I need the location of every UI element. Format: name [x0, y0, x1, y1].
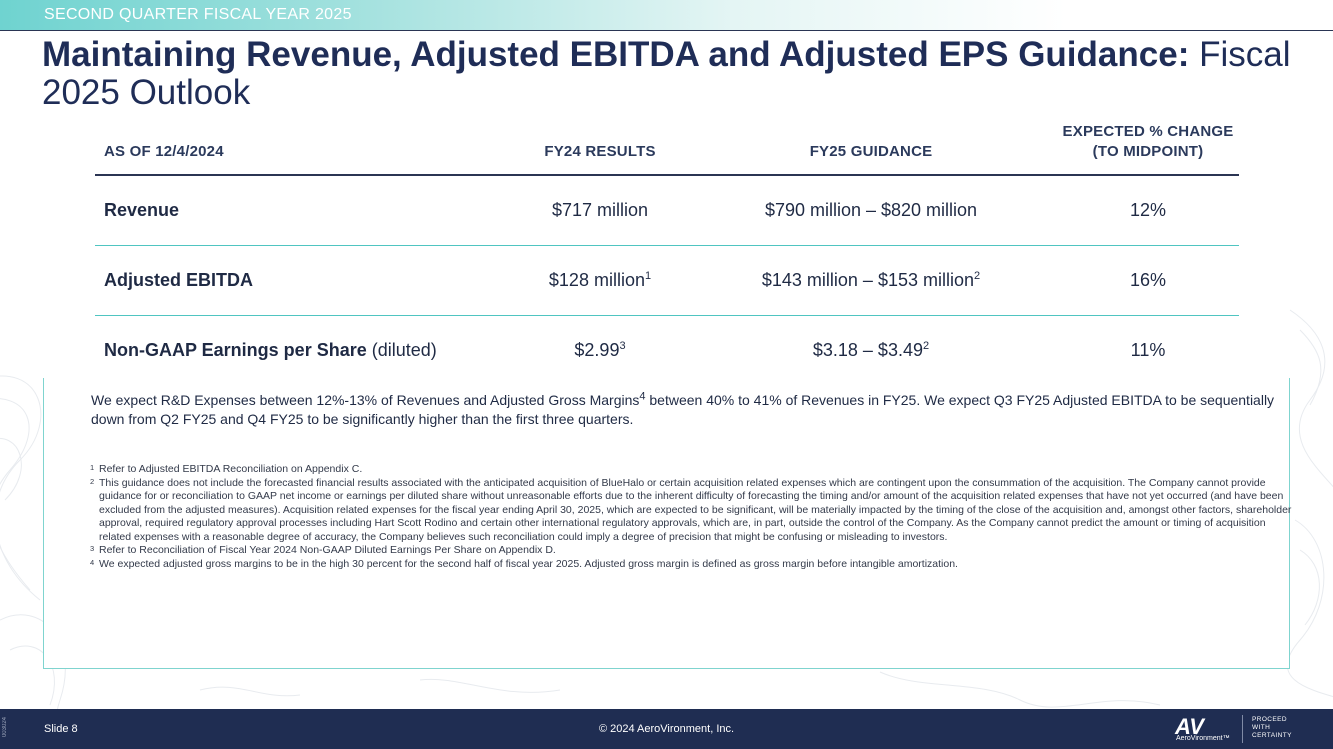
fy25-value: $143 million – $153 million2: [685, 245, 1057, 316]
row-label: Non-GAAP Earnings per Share (diluted): [95, 315, 515, 385]
footnote-text: Refer to Adjusted EBITDA Reconciliation …: [99, 463, 363, 475]
content-frame: [43, 378, 1290, 669]
summary-text-2: between 40% to 41% of Revenues in FY25. …: [91, 392, 1275, 427]
section-label: SECOND QUARTER FISCAL YEAR 2025: [44, 6, 352, 23]
change-value: 12%: [1057, 175, 1239, 246]
logo-divider: [1242, 715, 1243, 743]
table-header-row: AS OF 12/4/2024 FY24 RESULTS FY25 GUIDAN…: [95, 118, 1239, 176]
footnote-ref: 2: [974, 269, 981, 282]
footnote-number: 3: [90, 544, 95, 553]
outlook-summary: We expect R&D Expenses between 12%-13% o…: [91, 391, 1306, 429]
title-light: Fiscal 2025 Outlook: [42, 35, 1291, 112]
fy25-value-text: $143 million – $153 million: [761, 269, 974, 290]
footnote-number: 2: [90, 476, 95, 486]
row-qualifier: (diluted): [371, 339, 437, 360]
row-label: Revenue: [95, 175, 515, 246]
col-header-change-line2: (TO MIDPOINT): [1092, 143, 1204, 160]
footnote: 3 Refer to Reconciliation of Fiscal Year …: [90, 544, 1295, 558]
fy24-value: $128 million1: [515, 245, 685, 316]
change-value: 11%: [1130, 339, 1166, 360]
tagline: PROCEED WITH CERTAINTY: [1252, 716, 1292, 740]
footnote-number: 4: [90, 557, 95, 567]
footnote-text: Refer to Reconciliation of Fiscal Year 2…: [99, 544, 556, 556]
row-label-text: Non-GAAP Earnings per Share: [104, 339, 367, 360]
footnote-number: 1: [90, 463, 95, 472]
header-rule: [0, 30, 1333, 31]
col-header-fy25: FY25 GUIDANCE: [685, 118, 1057, 176]
footnote-ref: 3: [619, 339, 626, 352]
col-header-fy24: FY24 RESULTS: [515, 118, 685, 176]
row-label: Adjusted EBITDA: [95, 245, 515, 316]
fy24-value-text: $717 million: [551, 199, 649, 220]
footnote-ref: 4: [639, 390, 646, 403]
table-row: Revenue $717 million $790 million – $820…: [95, 175, 1239, 246]
slide-number: Slide 8: [44, 723, 78, 735]
col-header-change: EXPECTED % CHANGE (TO MIDPOINT): [1057, 118, 1239, 176]
footnote: 2 This guidance does not include the fore…: [90, 477, 1295, 545]
footnote-ref: 2: [922, 339, 930, 352]
tagline-line: PROCEED: [1252, 716, 1287, 723]
footnotes: 1 Refer to Adjusted EBITDA Reconciliation…: [90, 463, 1295, 571]
footnote-ref: 1: [644, 269, 652, 282]
footnote-text: This guidance does not include the forec…: [99, 476, 1292, 543]
fy25-value: $790 million – $820 million: [685, 175, 1057, 246]
logo-wordmark: AeroVironment™: [1176, 735, 1230, 742]
fy24-value: $2.993: [515, 315, 685, 385]
fy24-value-text: $2.99: [574, 339, 620, 360]
fy25-value-text: $3.18 – $3.49: [812, 339, 923, 360]
title-bold: Maintaining Revenue, Adjusted EBITDA and…: [42, 35, 1190, 74]
tagline-line: WITH: [1252, 724, 1271, 731]
logo-mark: AV: [1174, 714, 1206, 739]
footnote-text: We expected adjusted gross margins to be…: [99, 557, 958, 570]
page-title: Maintaining Revenue, Adjusted EBITDA and…: [42, 36, 1292, 112]
row-label-text: Revenue: [104, 199, 180, 220]
summary-text-1: We expect R&D Expenses between 12%-13% o…: [91, 392, 640, 408]
table-row: Non-GAAP Earnings per Share (diluted) $2…: [95, 315, 1239, 385]
tagline-line: CERTAINTY: [1252, 732, 1292, 739]
fy25-value: $3.18 – $3.492: [685, 315, 1057, 385]
copyright: © 2024 AeroVironment, Inc.: [598, 723, 735, 735]
footer-bar: 003024 Slide 8 © 2024 AeroVironment, Inc…: [0, 709, 1333, 749]
aerovironment-logo: AV: [1174, 714, 1206, 739]
col-header-as-of: AS OF 12/4/2024: [95, 118, 515, 176]
footnote: 1 Refer to Adjusted EBITDA Reconciliation…: [90, 463, 1295, 477]
col-header-change-line1: EXPECTED % CHANGE: [1062, 123, 1234, 140]
fy24-value: $717 million: [515, 175, 685, 246]
guidance-table: AS OF 12/4/2024 FY24 RESULTS FY25 GUIDAN…: [95, 118, 1239, 385]
fy25-value-text: $790 million – $820 million: [764, 199, 978, 220]
row-label-text: Adjusted EBITDA: [104, 269, 254, 290]
footnote: 4 We expected adjusted gross margins to b…: [90, 558, 1295, 572]
table-row: Adjusted EBITDA $128 million1 $143 milli…: [95, 245, 1239, 316]
header-band: [0, 0, 1333, 31]
fy24-value-text: $128 million: [548, 269, 645, 290]
change-value: 16%: [1057, 245, 1239, 316]
